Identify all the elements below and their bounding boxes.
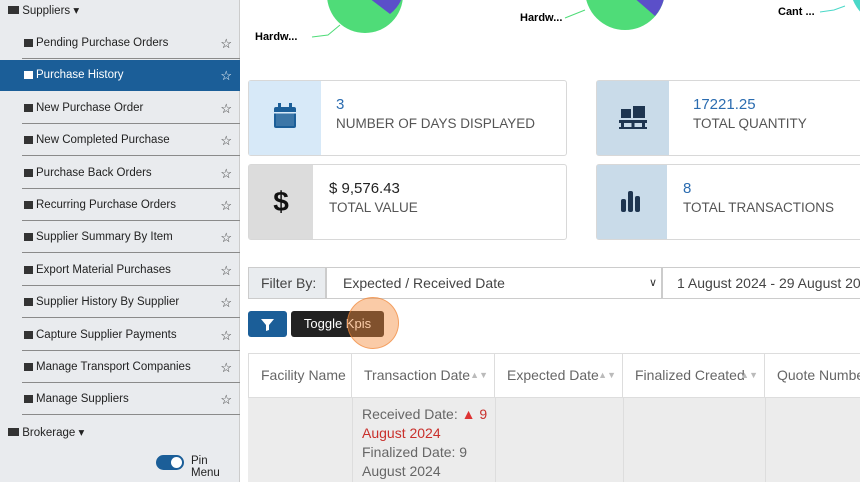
menu-item-label: New Completed Purchase xyxy=(36,134,170,147)
favorite-star[interactable]: ☆ xyxy=(220,100,232,116)
date-range-input[interactable]: 1 August 2024 - 29 August 2024 xyxy=(662,267,860,299)
favorite-star[interactable]: ☆ xyxy=(220,230,232,246)
leader xyxy=(311,24,341,38)
favorite-star[interactable]: ☆ xyxy=(220,392,232,408)
menu-item-label: Purchase Back Orders xyxy=(36,166,152,179)
received-value: 9 August 2024 xyxy=(362,406,488,441)
pie-charts xyxy=(311,0,860,38)
column-header[interactable]: Expected Date ▲▼ xyxy=(495,353,623,398)
kpi-icon xyxy=(249,81,321,155)
kpi-card: 17221.25 TOTAL QUANTITY xyxy=(596,80,860,156)
filter-label: Filter By: xyxy=(248,267,326,299)
filter-button[interactable] xyxy=(248,311,287,337)
brokerage-menu[interactable]: Brokerage ▾ xyxy=(8,425,84,439)
column-header[interactable]: Facility Name xyxy=(248,353,352,398)
pin-toggle[interactable] xyxy=(156,455,184,470)
column-header[interactable]: Finalized Created ▲▼ xyxy=(623,353,765,398)
brokerage-label: Brokerage xyxy=(22,427,76,439)
menu-item[interactable]: Purchase Back Orders ☆ xyxy=(22,158,240,189)
received-label: Received Date: xyxy=(362,406,458,422)
kpi-icon xyxy=(597,165,667,239)
kpi-value: $ 9,576.43 xyxy=(329,180,400,197)
menu-item[interactable]: Manage Suppliers ☆ xyxy=(22,384,240,416)
menu-item-label: Pending Purchase Orders xyxy=(36,37,169,49)
pie-slice xyxy=(636,0,664,16)
kpi-icon xyxy=(597,81,669,155)
kpi-value: 8 xyxy=(683,180,692,197)
suppliers-label: Suppliers xyxy=(22,5,71,17)
click-highlight xyxy=(347,297,399,349)
filter-select[interactable]: Expected / Received Date ∨ xyxy=(326,267,662,299)
kpi-card: $ $ 9,576.43 TOTAL VALUE xyxy=(248,164,567,240)
menu-item[interactable]: Supplier History By Supplier ☆ xyxy=(22,287,240,319)
menu-item-label: New Purchase Order xyxy=(36,101,144,114)
kpi-card: 8 TOTAL TRANSACTIONS xyxy=(596,164,860,240)
select-text: Expected / Received Date xyxy=(343,275,505,291)
leader xyxy=(564,9,586,19)
menu-item[interactable]: Manage Transport Companies ☆ xyxy=(22,352,240,383)
column-header[interactable]: Quote Number xyxy=(765,353,860,398)
pin-menu-label: Pin Menu xyxy=(191,455,220,479)
pie-slice xyxy=(371,0,402,14)
favorite-star[interactable]: ☆ xyxy=(220,36,232,51)
menu-item-label: Manage Transport Companies xyxy=(36,361,191,373)
kpi-card: 3 NUMBER OF DAYS DISPLAYED xyxy=(248,80,567,156)
menu-item[interactable]: Export Material Purchases ☆ xyxy=(22,255,240,286)
menu-item[interactable]: Capture Supplier Payments ☆ xyxy=(22,320,240,351)
favorite-star[interactable]: ☆ xyxy=(220,295,232,311)
favorite-star[interactable]: ☆ xyxy=(220,262,232,278)
menu-item[interactable]: Recurring Purchase Orders ☆ xyxy=(22,190,240,221)
favorite-star[interactable]: ☆ xyxy=(220,360,232,375)
favorite-star[interactable]: ☆ xyxy=(220,133,232,149)
finalized-label: Finalized Date: xyxy=(362,444,456,460)
menu-item-label: Supplier History By Supplier xyxy=(36,296,180,309)
menu-item[interactable]: New Completed Purchase ☆ xyxy=(22,125,240,157)
column-title: Expected Date xyxy=(507,367,599,383)
table-header xyxy=(248,353,860,398)
column-header[interactable]: Transaction Date ▲▼ xyxy=(352,353,495,398)
table-row xyxy=(248,398,860,482)
pie-label: Cant ... xyxy=(778,6,815,18)
transaction-date-cell: Received Date: ▲ 9 August 2024 Finalized… xyxy=(362,406,488,479)
menu-item-label: Capture Supplier Payments xyxy=(36,328,177,341)
menu-item-label: Export Material Purchases xyxy=(36,263,171,276)
column-title: Finalized Created xyxy=(635,367,745,383)
menu-item-label: Recurring Purchase Orders xyxy=(36,199,176,211)
sidebar: Suppliers ▾ Pending Purchase Orders ☆ Purc… xyxy=(0,0,240,482)
menu-item[interactable]: Purchase History ☆ xyxy=(0,60,240,92)
kpi-label: TOTAL TRANSACTIONS xyxy=(683,200,835,215)
menu-item-label: Purchase History xyxy=(36,69,124,82)
pie-label: Hardw... xyxy=(255,31,298,43)
menu-item-label: Manage Suppliers xyxy=(36,393,129,406)
kpi-label: TOTAL QUANTITY xyxy=(693,116,807,131)
pie xyxy=(586,0,664,30)
menu-item-label: Supplier Summary By Item xyxy=(36,231,173,244)
menu-item[interactable]: Pending Purchase Orders ☆ xyxy=(22,28,240,59)
kpi-value: 3 xyxy=(336,96,345,113)
favorite-star[interactable]: ☆ xyxy=(220,165,232,181)
leader xyxy=(819,5,846,13)
pie xyxy=(852,0,860,12)
kpi-label: TOTAL VALUE xyxy=(329,200,418,215)
finalized-value: 9 August 2024 xyxy=(362,444,468,479)
menu-item[interactable]: New Purchase Order ☆ xyxy=(22,93,240,124)
favorite-star[interactable]: ☆ xyxy=(220,68,232,84)
pie-label: Hardw... xyxy=(520,12,563,24)
menu-item[interactable]: Supplier Summary By Item ☆ xyxy=(22,222,240,254)
kpi-label: NUMBER OF DAYS DISPLAYED xyxy=(336,116,536,131)
kpi-value: 17221.25 xyxy=(693,96,756,113)
kpi-icon: $ xyxy=(249,165,313,239)
suppliers-menu[interactable]: Suppliers ▾ xyxy=(8,3,79,17)
favorite-star[interactable]: ☆ xyxy=(220,327,232,343)
favorite-star[interactable]: ☆ xyxy=(220,198,232,213)
column-title: Transaction Date xyxy=(364,367,471,383)
